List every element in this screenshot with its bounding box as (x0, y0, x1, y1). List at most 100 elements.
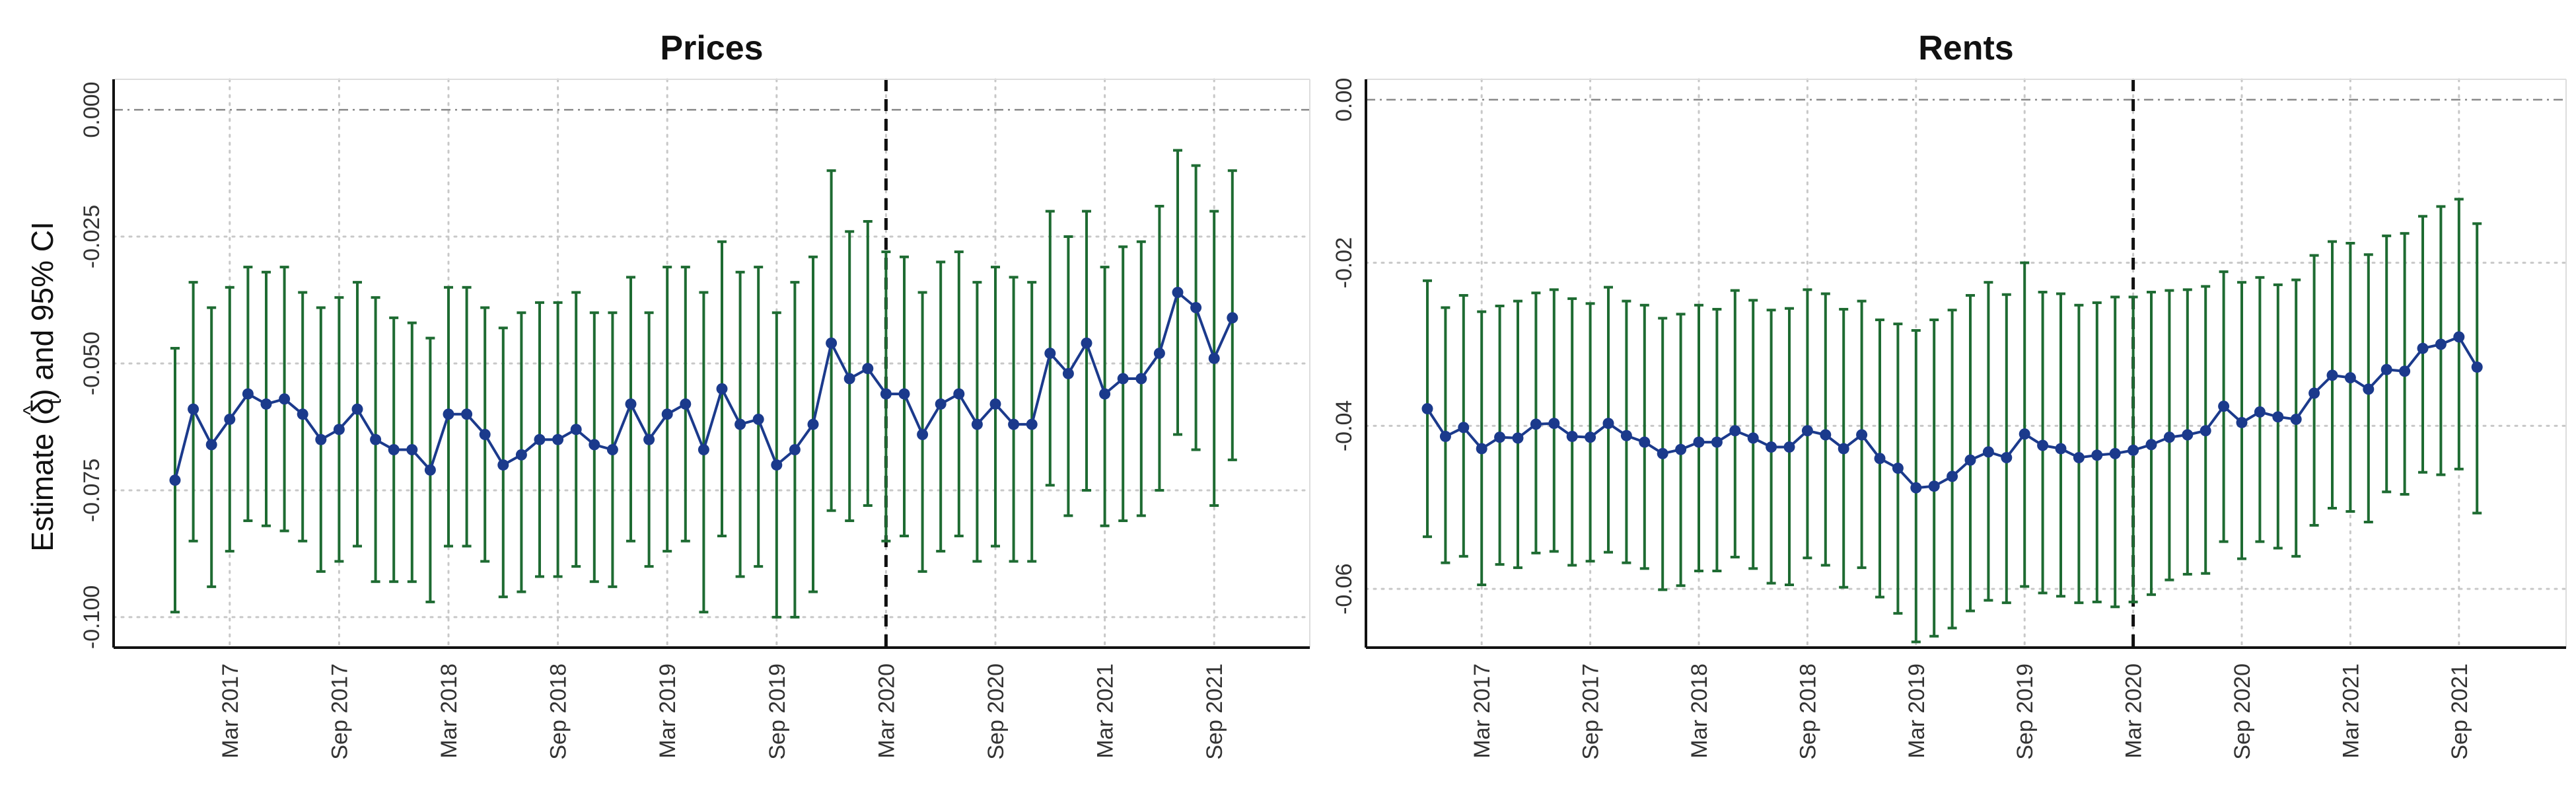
x-tick-label: Mar 2018 (1687, 663, 1712, 759)
estimate-point (2272, 411, 2284, 423)
y-tick-label: -0.075 (79, 459, 104, 522)
estimate-point (862, 363, 874, 375)
estimate-point (497, 459, 509, 471)
estimate-point (1928, 480, 1940, 492)
estimate-point (661, 408, 673, 420)
estimate-point (1439, 430, 1451, 442)
y-axis-label-symbol: δ (25, 398, 59, 415)
estimate-point (1910, 482, 1922, 494)
x-tick-label: Sep 2020 (984, 663, 1009, 760)
y-tick-label: 0.00 (1332, 78, 1357, 122)
estimate-point (461, 408, 473, 420)
estimate-point (315, 434, 327, 445)
y-axis-label: Estimate (δ^t) and 95% CI (20, 221, 65, 552)
x-tick-label: Mar 2019 (655, 663, 680, 759)
x-tick-label: Mar 2021 (2338, 663, 2363, 759)
estimate-point (1820, 429, 1832, 441)
estimate-point (1602, 418, 1614, 430)
estimate-point (643, 434, 655, 445)
estimate-point (515, 449, 527, 461)
ci-errorbar (1947, 309, 1957, 630)
estimate-point (1227, 312, 1238, 324)
estimate-point (1190, 302, 1202, 314)
estimate-point (2435, 338, 2447, 350)
estimate-point (1675, 443, 1687, 455)
estimate-point (2218, 400, 2230, 412)
estimate-point (716, 383, 728, 395)
estimate-point (1964, 454, 1976, 466)
estimate-point (2290, 414, 2302, 426)
panel-rents: Rents 0.00 -0.02 -0.04 -0.06 Mar 2017 Sep 2017… (1332, 29, 2567, 760)
estimate-point (1494, 432, 1506, 443)
estimate-point (260, 398, 272, 410)
estimate-point (698, 444, 709, 456)
estimate-point (935, 398, 947, 410)
estimate-point (1008, 418, 1020, 430)
estimate-point (2037, 439, 2049, 451)
ci-errorbar (2382, 234, 2392, 494)
estimate-point (534, 434, 546, 445)
estimate-point (351, 403, 363, 415)
y-tick-label: -0.06 (1332, 563, 1357, 615)
estimate-point (1081, 337, 1092, 349)
estimate-point (589, 439, 600, 451)
estimate-point (1135, 373, 1147, 385)
ci-errorbar (1803, 288, 1812, 560)
estimate-point (2055, 443, 2067, 455)
estimate-point (1512, 432, 1524, 444)
estimate-point (1783, 441, 1795, 453)
ci-errorbar (1082, 209, 1091, 492)
x-tick-label: Mar 2020 (2122, 663, 2147, 759)
y-tick-label: -0.025 (79, 205, 104, 268)
estimate-point (1874, 453, 1886, 465)
estimate-point (205, 439, 217, 451)
estimate-point (898, 388, 910, 400)
x-tick-label: Sep 2018 (546, 663, 571, 760)
estimate-point (2163, 432, 2175, 443)
estimate-point (789, 444, 801, 456)
panel-title: Prices (660, 29, 763, 67)
estimate-point (2109, 447, 2121, 459)
estimate-point (2019, 428, 2030, 440)
x-tick-label: Sep 2020 (2230, 663, 2255, 760)
estimate-point (953, 388, 965, 400)
ci-errorbar (1984, 281, 1993, 602)
estimate-point (843, 373, 855, 385)
estimate-point (807, 418, 819, 430)
estimate-point (2326, 369, 2338, 381)
estimate-point (2200, 425, 2211, 437)
estimate-point (1856, 429, 1868, 441)
ci-errorbar (2001, 293, 2011, 605)
estimate-point (1838, 443, 1849, 455)
estimate-point (1062, 367, 1074, 379)
estimate-point (1026, 418, 1038, 430)
estimate-point (2308, 387, 2320, 399)
estimate-point (2344, 372, 2356, 384)
estimate-point (2091, 449, 2103, 461)
estimate-point (989, 398, 1001, 410)
estimate-point (2254, 406, 2266, 418)
x-tick-label: Mar 2017 (218, 663, 243, 759)
estimate-point (242, 388, 254, 400)
estimate-point (1548, 418, 1560, 430)
estimate-point (279, 393, 291, 405)
estimate-point (1620, 430, 1632, 441)
y-axis-label-subscript: t (44, 398, 65, 404)
estimate-point (169, 474, 181, 486)
x-tick-label: Sep 2021 (1202, 663, 1227, 760)
estimate-point (2128, 444, 2139, 456)
estimate-point (1801, 425, 1813, 437)
x-tick-label: Sep 2021 (2447, 663, 2472, 760)
estimate-point (297, 408, 308, 420)
ci-errorbar (1929, 318, 1939, 638)
estimate-point (2001, 452, 2013, 464)
estimate-point (1639, 436, 1651, 448)
estimate-point (2182, 429, 2194, 441)
estimate-point (606, 444, 618, 456)
estimate-point (1044, 348, 1056, 359)
estimate-point (2073, 452, 2085, 464)
estimate-point (971, 418, 983, 430)
estimate-point (752, 413, 764, 425)
estimate-point (1476, 443, 1487, 455)
